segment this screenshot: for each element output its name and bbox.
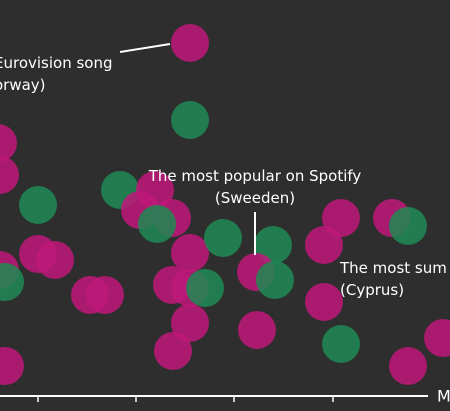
scatter-point-magenta [154, 332, 192, 370]
annotation-label: The most popular on Spotify [148, 167, 362, 185]
x-axis-label: M [437, 387, 450, 406]
scatter-point-green [256, 261, 294, 299]
annotation-leader-line [119, 43, 171, 53]
scatter-point-magenta [86, 276, 124, 314]
annotation-label: orway) [0, 76, 46, 94]
scatter-point-magenta [424, 319, 450, 357]
scatter-point-green [389, 207, 427, 245]
scatter-point-green [322, 325, 360, 363]
axis-layer: M [0, 387, 450, 406]
scatter-point-magenta [238, 311, 276, 349]
scatter-point-green [186, 269, 224, 307]
scatter-point-green [254, 226, 292, 264]
scatter-point-magenta [0, 156, 19, 194]
scatter-point-magenta [171, 24, 209, 62]
annotation-label: (Sweeden) [215, 189, 295, 207]
annotation-label: Eurovision song [0, 54, 113, 72]
scatter-point-green [171, 101, 209, 139]
annotations-layer: Eurovision song orway) The most popular on… [0, 43, 447, 299]
scatter-point-magenta [36, 241, 74, 279]
scatter-point-green [19, 186, 57, 224]
annotation-label: (Cyprus) [340, 281, 404, 299]
scatter-point-magenta [171, 234, 209, 272]
scatter-point-magenta [0, 124, 17, 162]
scatter-point-green [0, 263, 24, 301]
scatter-point-magenta [305, 283, 343, 321]
scatter-point-magenta [322, 199, 360, 237]
points-layer [0, 24, 450, 385]
scatter-point-green [204, 219, 242, 257]
scatter-point-green [138, 205, 176, 243]
annotation-label: The most sum [339, 259, 447, 277]
scatter-point-magenta [389, 347, 427, 385]
scatter-point-magenta [136, 171, 174, 209]
scatter-point-magenta [171, 304, 209, 342]
scatter-point-magenta [0, 347, 24, 385]
scatter-point-magenta [305, 226, 343, 264]
